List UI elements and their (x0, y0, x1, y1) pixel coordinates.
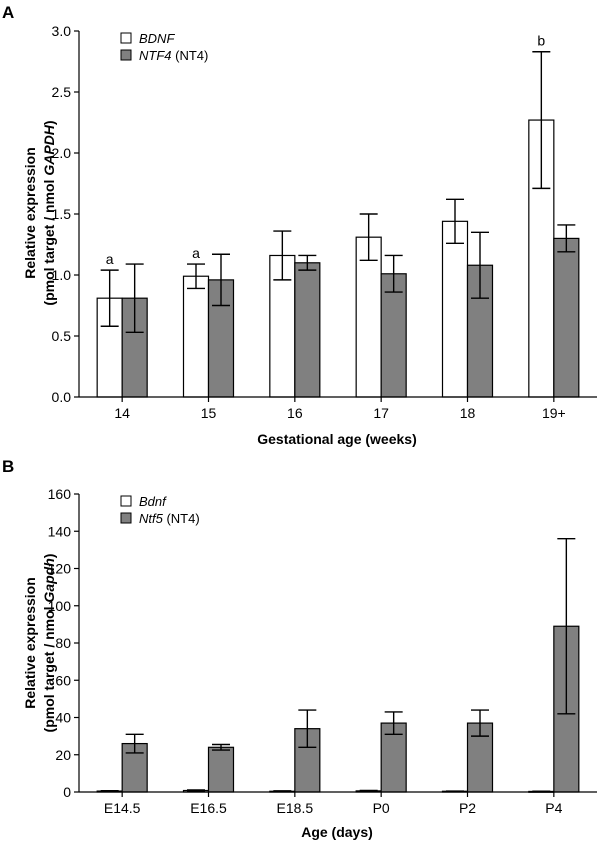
panel-a-xtick-label-4: 18 (460, 405, 476, 421)
panel-a-xtick-label-5: 19+ (542, 405, 566, 421)
panel-b-ylabel-line2: (pmol target / nmol Gapdh) (41, 554, 57, 733)
panel-a-legend-label-0: BDNF (139, 31, 175, 46)
panel-b-legend-swatch-0 (120, 495, 132, 507)
panel-a-bar-bdnf-3 (355, 236, 382, 398)
panel-b-letter: B (2, 457, 14, 476)
panel-b-legend-label-1: Ntf5 (NT4) (139, 511, 200, 526)
panel-a-xlabel: Gestational age (weeks) (257, 431, 417, 447)
panel-a-ytick-label-5: 2.5 (52, 84, 72, 100)
panel-a-bar-ntf4-2 (294, 262, 321, 398)
panel-b-ylabel-line1: Relative expression (22, 577, 38, 709)
panel-b-xtick-label-1: E16.5 (190, 800, 227, 816)
panel-a-annotation-0: a (106, 251, 114, 267)
panel-b-ytick-label-1: 20 (55, 747, 71, 763)
panel-b-xtick-label-3: P0 (373, 800, 390, 816)
panel-a-bar-ntf4-5 (553, 237, 580, 398)
panel-b-xtick-label-0: E14.5 (104, 800, 141, 816)
panel-b-ytick-label-3: 60 (55, 672, 71, 688)
panel-b-ytick-label-0: 0 (63, 784, 71, 800)
panel-a-legend-label-1: NTF4 (NT4) (139, 48, 208, 63)
panel-a-letter: A (2, 3, 14, 22)
panel-b-ytick-label-7: 140 (48, 523, 72, 539)
panel-b-xlabel: Age (days) (301, 824, 373, 840)
panel-a-ytick-label-2: 1.0 (52, 267, 72, 283)
panel-a-legend-swatch-1 (120, 49, 132, 61)
panel-a-xtick-label-1: 15 (201, 405, 217, 421)
panel-b-ytick-label-4: 80 (55, 635, 71, 651)
panel-b-ytick-label-5: 100 (48, 598, 72, 614)
panel-b-xtick-label-4: P2 (459, 800, 476, 816)
panel-a-ytick-label-0: 0.0 (52, 389, 72, 405)
panel-a-legend-swatch-0 (120, 32, 132, 44)
panel-a-annotation-1: a (192, 245, 200, 261)
panel-a-ytick-label-3: 1.5 (52, 206, 72, 222)
panel-a-annotation-2: b (537, 33, 545, 49)
panel-b-xtick-label-5: P4 (545, 800, 562, 816)
panel-b-ytick-label-6: 120 (48, 561, 72, 577)
panel-b-xtick-label-2: E18.5 (277, 800, 314, 816)
panel-b-legend-label-0: Bdnf (139, 494, 167, 509)
panel-b-legend-swatch-1 (120, 512, 132, 524)
panel-a-ylabel-line1: Relative expression (22, 147, 38, 279)
panel-a-ytick-label-4: 2.0 (52, 145, 72, 161)
panel-a-ylabel-line2: (pmol target / nmol GAPDH) (41, 120, 57, 305)
panel-b-ytick-label-2: 40 (55, 710, 71, 726)
panel-b-bar-ntf5-1 (207, 746, 235, 793)
panel-b-ytick-label-8: 160 (48, 486, 72, 502)
panel-a-bar-bdnf-4 (441, 220, 469, 398)
panel-a-ytick-label-6: 3.0 (52, 23, 72, 39)
panel-a-xtick-label-0: 14 (114, 405, 130, 421)
panel-a-ytick-label-1: 0.5 (52, 328, 72, 344)
panel-a-xtick-label-3: 17 (373, 405, 389, 421)
panel-a-bar-bdnf-1 (182, 275, 210, 398)
panel-a-xtick-label-2: 16 (287, 405, 303, 421)
